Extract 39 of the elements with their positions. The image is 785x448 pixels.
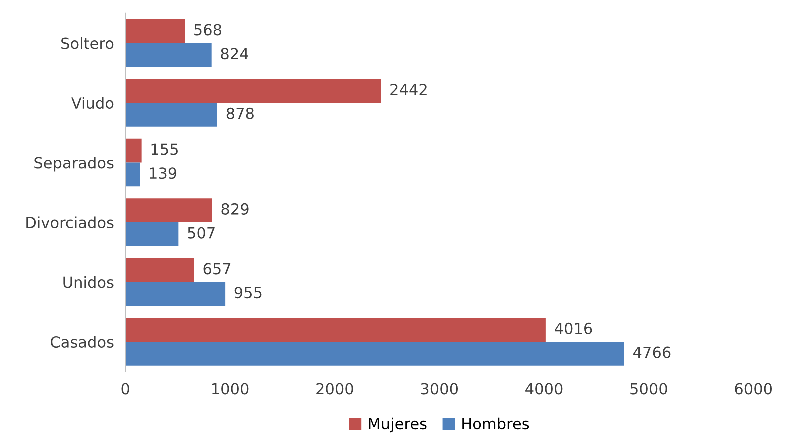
x-tick-label: 6000 [735, 383, 772, 395]
data-label: 4766 [634, 346, 671, 358]
bar [126, 43, 212, 68]
legend-label: Hombres [462, 418, 530, 430]
data-label: 657 [204, 263, 231, 275]
data-label: 155 [152, 144, 178, 156]
data-label: 878 [226, 108, 254, 120]
bar [126, 138, 142, 163]
data-label: 507 [188, 227, 215, 239]
y-tick-label: Unidos [64, 276, 114, 288]
y-tick-label: Viudo [72, 97, 114, 110]
y-tick-label: Divorciados [26, 216, 114, 229]
bar [126, 318, 546, 342]
data-label: 139 [150, 168, 177, 180]
x-tick-label: 1000 [212, 383, 249, 395]
bar [126, 222, 179, 246]
bar [126, 282, 226, 306]
y-tick-label: Casados [50, 336, 114, 348]
bar [126, 258, 194, 282]
x-tick-label: 5000 [630, 383, 668, 395]
y-tick-label: Separados [34, 156, 114, 172]
data-label: 568 [194, 24, 222, 36]
bar [126, 79, 382, 104]
bar [126, 198, 212, 223]
bar [126, 103, 218, 127]
bar [126, 342, 624, 366]
x-tick-label: 0 [122, 383, 130, 395]
data-label: 824 [221, 48, 248, 60]
data-label: 4016 [555, 322, 592, 334]
data-label: 955 [234, 287, 262, 299]
legend-label: Mujeres [369, 418, 427, 433]
data-label: 829 [222, 203, 249, 215]
x-tick-label: 3000 [421, 383, 458, 395]
x-tick-label: 4000 [526, 383, 563, 395]
bar [126, 19, 186, 44]
x-tick-label: 2000 [316, 383, 354, 395]
bar [126, 162, 140, 187]
y-tick-label: Soltero [62, 38, 114, 50]
data-label: 2442 [390, 84, 427, 96]
